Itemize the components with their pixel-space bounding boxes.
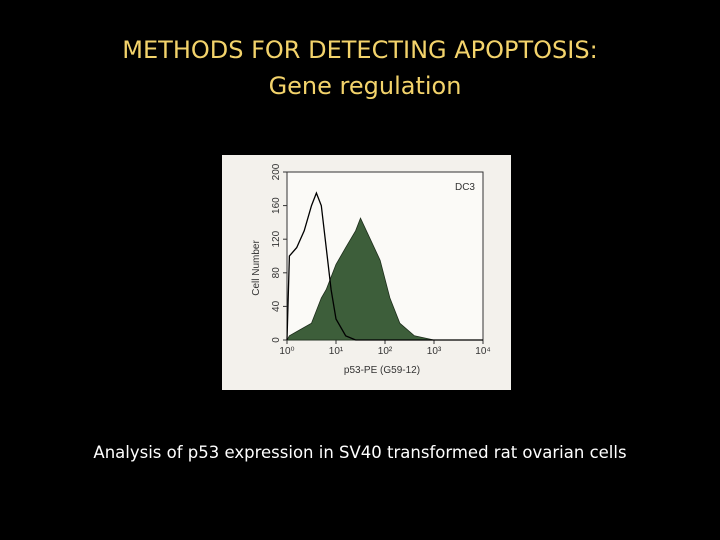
y-tick-label: 120: [271, 230, 282, 247]
x-tick-label: 10⁰: [279, 346, 294, 357]
x-tick-label: 10¹: [329, 346, 344, 357]
x-axis-label: p53-PE (G59-12): [344, 365, 420, 376]
caption: Analysis of p53 expression in SV40 trans…: [93, 443, 626, 462]
y-axis-label: Cell Number: [251, 240, 262, 296]
y-tick-label: 200: [271, 163, 282, 180]
x-tick-label: 10⁴: [475, 346, 490, 357]
y-tick-label: 40: [271, 300, 282, 312]
filled-histogram: [286, 217, 483, 341]
slide-subtitle: Gene regulation: [269, 72, 462, 100]
x-tick-label: 10³: [427, 346, 442, 357]
outline-histogram: [286, 191, 483, 341]
y-tick-label: 80: [271, 267, 282, 279]
annotation: DC3: [455, 182, 475, 193]
y-tick-label: 160: [271, 197, 282, 214]
y-tick-label: 0: [271, 337, 282, 343]
slide-title: METHODS FOR DETECTING APOPTOSIS:: [122, 36, 597, 64]
x-tick-label: 10²: [378, 346, 393, 357]
